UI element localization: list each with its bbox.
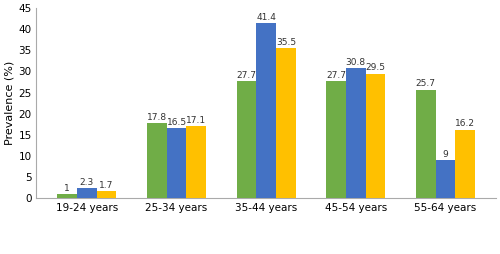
Text: 1: 1 — [64, 184, 70, 193]
Bar — [166, 129, 186, 198]
Text: 41.4: 41.4 — [256, 13, 276, 22]
Bar — [366, 74, 386, 198]
Bar — [77, 188, 97, 198]
Text: 30.8: 30.8 — [346, 58, 366, 67]
Bar — [186, 126, 206, 198]
Text: 16.5: 16.5 — [166, 118, 186, 127]
Text: 17.1: 17.1 — [186, 116, 206, 125]
Bar — [416, 90, 436, 198]
Bar — [147, 123, 167, 198]
Text: 35.5: 35.5 — [276, 38, 296, 47]
Bar — [326, 81, 346, 198]
Bar — [455, 130, 475, 198]
Text: 16.2: 16.2 — [455, 119, 475, 129]
Text: 17.8: 17.8 — [146, 113, 167, 122]
Text: 29.5: 29.5 — [366, 63, 386, 72]
Text: 2.3: 2.3 — [80, 178, 94, 187]
Y-axis label: Prevalence (%): Prevalence (%) — [4, 61, 14, 145]
Text: 27.7: 27.7 — [236, 71, 256, 80]
Text: 9: 9 — [442, 150, 448, 159]
Bar — [256, 23, 276, 198]
Text: 1.7: 1.7 — [100, 181, 114, 190]
Text: 25.7: 25.7 — [416, 79, 436, 88]
Bar — [276, 48, 295, 198]
Text: 27.7: 27.7 — [326, 71, 346, 80]
Bar — [236, 81, 256, 198]
Bar — [58, 194, 77, 198]
Bar — [97, 191, 116, 198]
Bar — [436, 160, 455, 198]
Bar — [346, 68, 366, 198]
